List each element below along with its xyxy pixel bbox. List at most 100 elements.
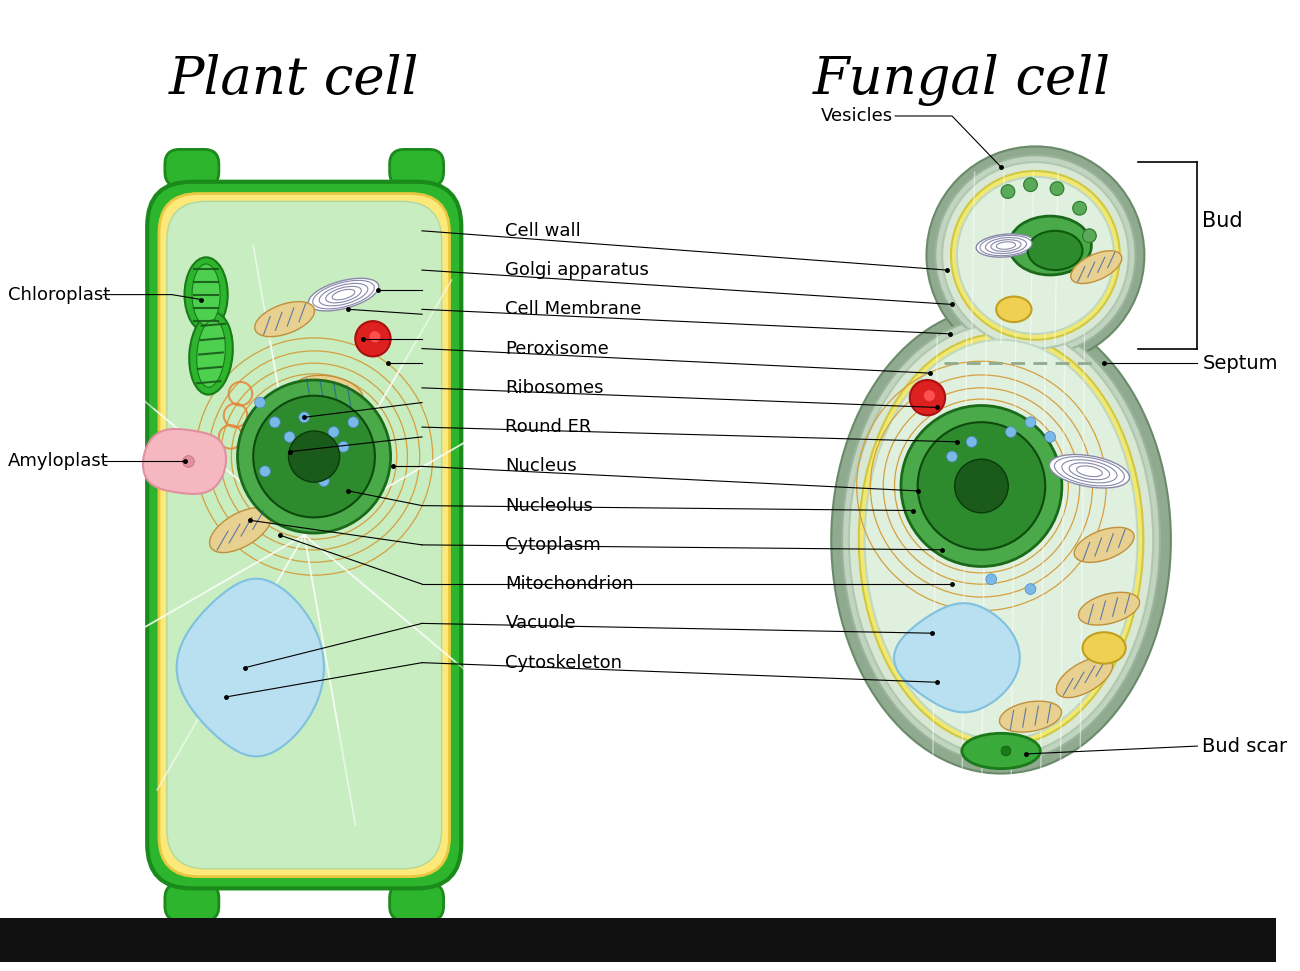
Ellipse shape [849, 324, 1153, 755]
Circle shape [1045, 431, 1056, 443]
Text: Vacuole: Vacuole [506, 615, 576, 632]
Ellipse shape [985, 238, 1027, 253]
Ellipse shape [842, 318, 1160, 763]
FancyBboxPatch shape [390, 884, 443, 921]
Ellipse shape [1079, 592, 1140, 625]
Ellipse shape [962, 733, 1040, 769]
Ellipse shape [192, 264, 220, 325]
Ellipse shape [1076, 466, 1102, 477]
Circle shape [355, 321, 390, 356]
Ellipse shape [326, 286, 361, 303]
Bar [0, 918, 1275, 962]
Ellipse shape [295, 375, 363, 410]
Text: Septum: Septum [1202, 353, 1278, 373]
Circle shape [942, 162, 1128, 349]
Circle shape [238, 380, 390, 533]
Circle shape [910, 380, 945, 416]
Text: Nucleus: Nucleus [506, 457, 577, 476]
Ellipse shape [190, 313, 233, 394]
Circle shape [289, 431, 339, 483]
Ellipse shape [1057, 457, 1122, 485]
Circle shape [901, 406, 1062, 566]
Text: Golgi apparatus: Golgi apparatus [506, 261, 649, 279]
Text: Cytoplasm: Cytoplasm [506, 536, 601, 553]
Circle shape [1005, 426, 1017, 437]
Polygon shape [894, 603, 1019, 713]
Circle shape [1026, 584, 1036, 594]
Ellipse shape [308, 279, 378, 311]
Circle shape [269, 417, 281, 427]
Polygon shape [177, 579, 324, 756]
Circle shape [954, 459, 1009, 513]
Text: Plant cell: Plant cell [169, 54, 420, 105]
Text: Peroxisome: Peroxisome [506, 340, 610, 357]
Circle shape [338, 442, 348, 452]
Ellipse shape [196, 319, 225, 387]
Circle shape [1026, 417, 1036, 427]
Ellipse shape [313, 281, 374, 309]
Circle shape [254, 396, 374, 518]
Circle shape [1001, 184, 1015, 198]
FancyBboxPatch shape [165, 150, 218, 186]
Circle shape [329, 426, 339, 437]
Ellipse shape [1074, 527, 1134, 562]
Text: Bud scar: Bud scar [1202, 737, 1287, 755]
Ellipse shape [1000, 701, 1062, 732]
FancyBboxPatch shape [159, 193, 450, 877]
Text: Cell wall: Cell wall [506, 221, 581, 240]
Ellipse shape [1069, 463, 1110, 480]
Ellipse shape [980, 235, 1032, 255]
Ellipse shape [1054, 456, 1124, 486]
Circle shape [1023, 178, 1037, 191]
Ellipse shape [328, 287, 359, 302]
Polygon shape [143, 429, 226, 494]
Ellipse shape [185, 257, 228, 332]
Text: Nucleolus: Nucleolus [506, 496, 593, 515]
FancyBboxPatch shape [165, 884, 218, 921]
Ellipse shape [831, 307, 1171, 774]
FancyBboxPatch shape [390, 150, 443, 186]
Text: Vesicles: Vesicles [822, 107, 893, 125]
Ellipse shape [321, 285, 365, 305]
Ellipse shape [1071, 251, 1122, 284]
Text: Amyloplast: Amyloplast [8, 452, 109, 471]
Text: Bud: Bud [1202, 211, 1243, 231]
Circle shape [927, 147, 1144, 364]
Ellipse shape [320, 284, 368, 306]
Circle shape [348, 417, 359, 427]
Circle shape [935, 155, 1135, 355]
Ellipse shape [255, 302, 315, 337]
Circle shape [285, 431, 295, 443]
Text: Fungal cell: Fungal cell [812, 54, 1110, 106]
Circle shape [946, 452, 957, 462]
Circle shape [1050, 182, 1063, 195]
Ellipse shape [1071, 464, 1108, 479]
Circle shape [299, 412, 309, 422]
Ellipse shape [1083, 632, 1126, 663]
Ellipse shape [209, 508, 272, 552]
Text: Cell Membrane: Cell Membrane [506, 300, 642, 318]
Ellipse shape [1057, 657, 1113, 697]
Circle shape [923, 389, 935, 402]
Ellipse shape [1049, 454, 1130, 488]
Circle shape [952, 171, 1119, 340]
Circle shape [957, 177, 1114, 334]
Circle shape [1083, 229, 1096, 243]
Circle shape [1001, 746, 1011, 755]
Ellipse shape [315, 282, 372, 308]
Ellipse shape [1065, 460, 1114, 482]
Ellipse shape [859, 334, 1144, 746]
Circle shape [318, 476, 329, 486]
Circle shape [369, 331, 381, 343]
Text: Chloroplast: Chloroplast [8, 285, 110, 304]
Ellipse shape [991, 240, 1020, 251]
Circle shape [1072, 201, 1087, 216]
Ellipse shape [864, 340, 1138, 740]
Text: Ribosomes: Ribosomes [506, 379, 604, 397]
Ellipse shape [993, 241, 1019, 251]
Text: Cytoskeleton: Cytoskeleton [506, 653, 623, 672]
Ellipse shape [996, 296, 1031, 322]
Circle shape [255, 397, 265, 408]
FancyBboxPatch shape [147, 182, 462, 888]
FancyBboxPatch shape [166, 201, 442, 869]
